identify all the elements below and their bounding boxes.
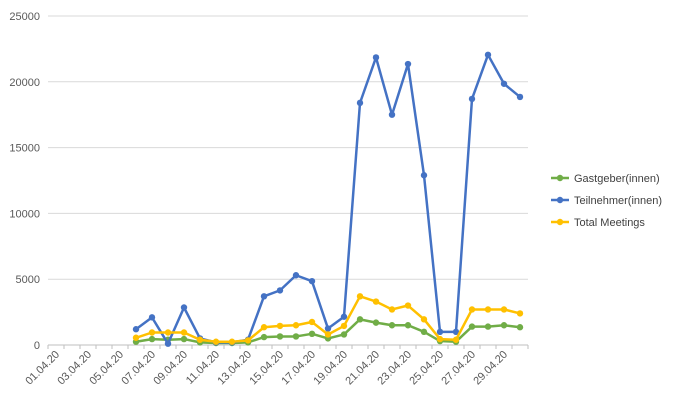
legend: Gastgeber(innen) Teilnehmer(innen) Total M…: [551, 173, 662, 229]
data-point: [276, 287, 284, 294]
data-point: [132, 334, 140, 341]
data-point: [484, 323, 492, 330]
data-point: [452, 336, 460, 343]
data-point: [356, 99, 364, 107]
y-tick-label: 5000: [16, 274, 40, 286]
series-lines: [132, 51, 524, 347]
legend-label: Teilnehmer(innen): [574, 195, 662, 207]
data-point: [356, 293, 364, 300]
data-point: [292, 272, 300, 279]
data-point: [228, 338, 236, 345]
legend-entry-0: Gastgeber(innen): [551, 173, 660, 185]
data-point: [516, 93, 524, 101]
legend-swatch-marker: [556, 218, 564, 226]
data-point: [212, 338, 220, 345]
legend-entry-1: Teilnehmer(innen): [551, 195, 662, 207]
data-point: [500, 322, 508, 329]
data-point: [180, 335, 188, 343]
legend-label: Total Meetings: [574, 217, 645, 229]
data-point: [308, 277, 316, 285]
data-point: [420, 172, 428, 179]
y-tick-label: 15000: [9, 143, 40, 155]
data-point: [372, 298, 380, 305]
data-point: [356, 316, 364, 323]
data-point: [148, 335, 156, 343]
data-point: [292, 322, 300, 329]
data-point: [340, 331, 348, 338]
data-point: [308, 318, 316, 326]
data-point: [516, 310, 524, 317]
legend-label: Gastgeber(innen): [574, 173, 660, 185]
data-point: [244, 337, 252, 344]
data-point: [404, 322, 412, 329]
data-point: [452, 328, 460, 336]
y-tick-label: 20000: [9, 77, 40, 89]
data-point: [260, 293, 268, 300]
data-point: [420, 316, 428, 323]
series-2: [132, 293, 524, 345]
data-point: [276, 322, 284, 330]
data-point: [276, 333, 284, 340]
data-point: [372, 319, 380, 326]
data-point: [292, 333, 300, 340]
data-point: [164, 340, 172, 347]
data-point: [164, 329, 172, 336]
data-point: [500, 306, 508, 313]
data-point: [436, 335, 444, 343]
data-point: [132, 326, 140, 333]
data-point: [468, 323, 476, 330]
y-tick-label: 0: [34, 340, 40, 352]
data-point: [484, 51, 492, 59]
gridlines: [48, 15, 528, 280]
data-point: [516, 324, 524, 331]
y-tick-label: 25000: [9, 11, 40, 23]
legend-entry-2: Total Meetings: [551, 217, 645, 229]
data-point: [388, 306, 396, 313]
data-point: [420, 328, 428, 336]
data-point: [388, 111, 396, 118]
y-tick-label: 10000: [9, 208, 40, 220]
data-point: [260, 333, 268, 341]
data-point: [308, 330, 316, 338]
data-point: [372, 54, 380, 61]
data-point: [180, 304, 188, 311]
data-point: [484, 306, 492, 313]
data-point: [324, 325, 332, 332]
data-point: [436, 328, 444, 336]
legend-swatch-marker: [556, 196, 564, 204]
legend-swatch-marker: [556, 174, 564, 182]
data-point: [500, 80, 508, 87]
data-point: [324, 331, 332, 338]
data-point: [404, 60, 412, 68]
data-point: [340, 322, 348, 330]
data-point: [196, 336, 204, 343]
data-point: [260, 324, 268, 331]
data-point: [468, 306, 476, 313]
data-point: [148, 329, 156, 336]
data-point: [404, 302, 412, 309]
data-point: [148, 314, 156, 321]
data-point: [388, 322, 396, 329]
data-point: [180, 329, 188, 336]
data-point: [340, 313, 348, 320]
data-point: [468, 95, 476, 103]
